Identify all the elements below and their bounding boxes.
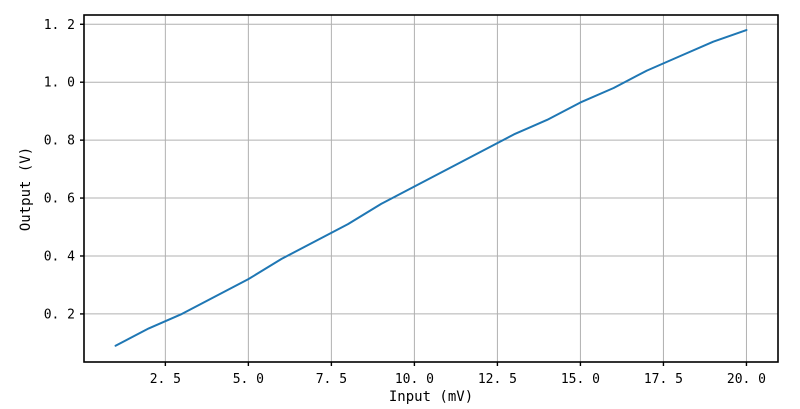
axes-layer [80,14,779,366]
grid-layer [84,15,778,362]
x-tick-label: 15. 0 [561,372,600,387]
y-tick-label: 0. 4 [44,249,75,264]
y-tick-label: 0. 6 [44,192,75,207]
y-tick-label: 1. 2 [44,18,75,33]
x-axis-label: Input (mV) [389,389,473,405]
x-tick-label: 12. 5 [478,372,517,387]
x-tick-label: 10. 0 [395,372,434,387]
x-tick-label: 17. 5 [644,372,683,387]
data-line-series [114,29,748,347]
x-tick-label: 5. 0 [233,372,264,387]
plot-border [83,14,779,363]
y-tick-label: 1. 0 [44,76,75,91]
x-tick-label: 2. 5 [150,372,181,387]
tick-label-layer: 2. 5 5. 0 7. 5 10. 0 12. 5 15. 0 17. 5 20. 0 0. … [44,18,766,387]
y-axis-label: Output (V) [18,147,34,231]
y-tick-label: 0. 2 [44,307,75,322]
x-tick-label: 20. 0 [727,372,766,387]
y-tick-label: 0. 8 [44,134,75,149]
x-tick-label: 7. 5 [316,372,347,387]
series-layer [114,29,748,347]
